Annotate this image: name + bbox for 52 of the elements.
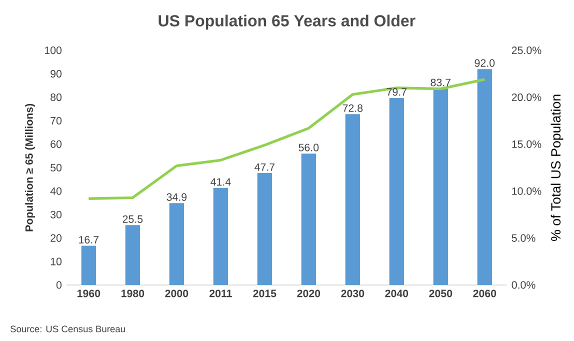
y-axis-title: Population ≥ 65 (Millions) xyxy=(25,104,36,232)
data-label: 34.9 xyxy=(166,193,187,201)
y2-tick-label: 15.0% xyxy=(512,140,542,148)
data-label: 41.4 xyxy=(210,178,231,186)
bar xyxy=(125,225,140,285)
data-label: 56.0 xyxy=(298,144,319,152)
bar xyxy=(169,203,184,285)
x-tick-label: 1960 xyxy=(77,290,100,298)
x-tick-label: 2015 xyxy=(253,290,276,298)
data-label: 16.7 xyxy=(79,236,99,244)
data-label: 79.7 xyxy=(386,88,407,96)
source-note: Source: US Census Bureau xyxy=(10,326,125,332)
y-tick-label: 40 xyxy=(50,187,62,195)
y-tick-label: 80 xyxy=(50,93,62,102)
bar xyxy=(301,154,316,285)
bar xyxy=(257,173,272,285)
y-tick-label: 60 xyxy=(50,140,62,148)
y-tick-label: 90 xyxy=(50,70,62,78)
data-label: 92.0 xyxy=(474,59,495,67)
data-label: 47.7 xyxy=(254,163,275,171)
y-tick-label: 10 xyxy=(50,258,62,266)
y2-tick-label: 25.0% xyxy=(512,46,542,54)
y-tick-label: 30 xyxy=(50,210,62,218)
y2-axis-title: % of Total US Population xyxy=(550,94,564,241)
bar xyxy=(477,69,492,285)
y2-tick-label: 20.0% xyxy=(512,93,542,102)
x-tick-label: 2000 xyxy=(165,290,188,298)
x-tick-label: 2020 xyxy=(297,290,320,298)
x-tick-label: 2040 xyxy=(385,290,408,298)
bar xyxy=(345,114,360,285)
line-series xyxy=(87,78,486,200)
y-tick-label: 70 xyxy=(50,116,62,124)
bar xyxy=(433,88,448,285)
data-label: 83.7 xyxy=(430,78,451,86)
y2-tick-label: 5.0% xyxy=(512,234,536,242)
y-tick-label: 20 xyxy=(50,234,62,242)
x-tick-label: 2030 xyxy=(341,290,364,298)
x-tick-label: 2060 xyxy=(473,290,496,298)
chart-title: US Population 65 Years and Older xyxy=(158,14,416,30)
y2-tick-label: 10.0% xyxy=(512,187,542,195)
data-label: 25.5 xyxy=(122,215,143,223)
y2-tick-label: 0.0% xyxy=(512,281,536,289)
x-tick-label: 1980 xyxy=(121,290,144,298)
bar xyxy=(389,98,404,285)
data-label: 72.8 xyxy=(342,104,363,112)
bar xyxy=(213,188,228,285)
y-tick-label: 50 xyxy=(50,164,62,172)
y-tick-label: 0 xyxy=(56,281,62,289)
y-tick-label: 100 xyxy=(44,46,62,54)
x-tick-label: 2050 xyxy=(429,290,452,298)
x-tick-label: 2011 xyxy=(209,290,232,298)
bar xyxy=(81,246,96,285)
